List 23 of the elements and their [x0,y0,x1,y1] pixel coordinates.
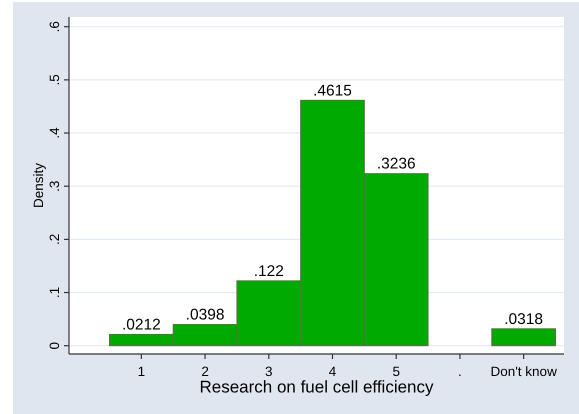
x-tick-label: 2 [201,364,209,379]
y-axis-title: Density [31,162,46,208]
y-tick-label: .2 [47,234,62,245]
x-tick-label: Don't know [490,364,558,379]
x-axis-title: Research on fuel cell efficiency [199,378,434,396]
y-tick-label: .1 [47,286,62,298]
data-label: .0212 [122,316,161,334]
data-label: .122 [254,262,284,280]
x-tick-label: 4 [328,364,337,379]
bar [491,328,556,346]
x-tick-label: 3 [265,364,273,379]
y-tick-label: .4 [47,126,62,139]
y-tick-label: .6 [47,21,62,32]
x-tick-label: 5 [392,364,400,379]
x-tick-label: . [458,364,462,379]
data-label: .3236 [376,156,416,173]
data-label: .4615 [313,82,352,100]
data-label: .0318 [504,310,544,328]
y-tick-label: .5 [47,74,62,86]
y-tick-label: .3 [47,180,62,192]
y-tick-label: 0 [47,342,62,350]
x-tick-label: 1 [138,364,146,379]
data-label: .0398 [186,306,224,324]
